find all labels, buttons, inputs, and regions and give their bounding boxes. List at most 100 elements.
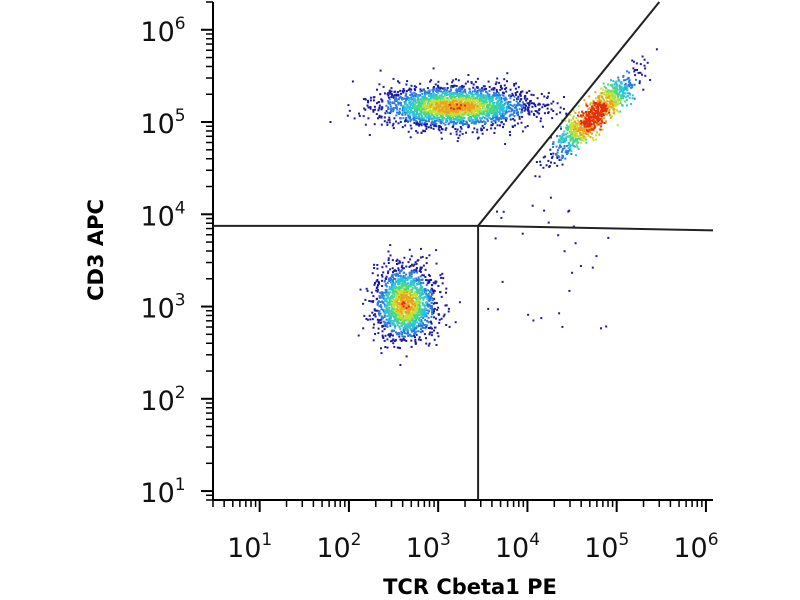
event-dot	[443, 92, 446, 95]
event-dot	[457, 79, 460, 82]
event-dot	[616, 100, 619, 103]
event-dot	[401, 303, 404, 305]
event-dot	[612, 103, 615, 106]
event-dot	[482, 100, 485, 103]
event-dot	[448, 91, 451, 94]
event-dot	[396, 108, 399, 111]
event-dot	[378, 296, 381, 299]
event-dot	[388, 335, 391, 338]
event-dot	[524, 108, 527, 111]
event-dot	[450, 118, 453, 121]
event-dot	[400, 332, 403, 335]
event-dot	[433, 95, 436, 97]
event-dot	[441, 100, 444, 103]
event-dot	[539, 164, 542, 167]
event-dot	[601, 118, 604, 121]
event-dot	[398, 296, 401, 298]
event-dot	[435, 89, 438, 92]
event-dot	[528, 101, 531, 104]
event-dot	[603, 93, 606, 96]
event-dot	[435, 119, 438, 122]
event-dot	[420, 102, 422, 105]
event-dot	[400, 292, 403, 295]
event-dot	[413, 269, 416, 272]
event-dot	[572, 131, 575, 134]
event-dot	[379, 291, 382, 294]
event-dot	[624, 96, 627, 99]
event-dot	[380, 318, 383, 321]
event-dot	[421, 111, 424, 113]
event-dot	[390, 288, 393, 291]
event-dot	[514, 124, 516, 127]
event-dot	[373, 267, 376, 269]
event-dot	[415, 86, 418, 89]
event-dot	[432, 92, 435, 95]
event-dot	[582, 137, 585, 139]
event-dot	[540, 93, 543, 95]
event-dot	[405, 284, 408, 287]
event-dot	[400, 330, 403, 333]
event-dot	[401, 319, 404, 322]
event-dot	[562, 132, 565, 135]
event-dot	[457, 137, 460, 139]
event-dot	[397, 318, 400, 321]
event-dot	[551, 155, 554, 158]
event-dot	[416, 297, 419, 299]
event-dot	[523, 109, 526, 112]
event-dot	[416, 259, 419, 262]
event-dot	[491, 124, 494, 127]
event-dot	[372, 295, 375, 298]
event-dot	[466, 106, 469, 109]
event-dot	[589, 131, 592, 134]
event-dot	[440, 114, 443, 117]
event-dot	[431, 288, 434, 291]
event-dot	[602, 97, 605, 100]
event-dot	[446, 93, 449, 96]
event-dot	[560, 141, 562, 144]
event-dot	[621, 94, 624, 97]
event-dot	[402, 329, 405, 331]
event-dot	[395, 291, 398, 294]
event-dot	[381, 266, 384, 269]
event-dot	[401, 338, 404, 341]
event-dot	[582, 114, 585, 117]
event-dot	[575, 125, 578, 128]
event-dot	[412, 308, 415, 311]
event-dot	[563, 96, 565, 98]
event-dot	[404, 113, 407, 116]
event-dot	[440, 317, 443, 320]
event-dot	[603, 92, 605, 94]
event-dot	[384, 310, 387, 312]
event-dot	[389, 301, 392, 303]
event-dot	[518, 115, 521, 118]
event-dot	[393, 315, 395, 318]
event-dot	[431, 331, 434, 334]
event-dot	[610, 92, 613, 95]
event-dot	[495, 92, 498, 95]
event-dot	[384, 283, 387, 286]
event-dot	[599, 118, 602, 121]
event-dot	[402, 301, 405, 304]
event-dot	[601, 105, 604, 108]
event-dot	[427, 110, 430, 113]
event-dot	[372, 314, 375, 317]
event-dot	[528, 103, 531, 106]
event-dot	[618, 98, 620, 101]
event-dot	[601, 108, 604, 110]
event-dot	[410, 127, 413, 130]
event-dot	[464, 82, 467, 85]
event-dot	[569, 130, 572, 133]
event-dot	[611, 107, 614, 110]
event-dot	[481, 95, 484, 98]
event-dot	[393, 304, 396, 307]
event-dot	[414, 340, 417, 343]
event-dot	[595, 134, 597, 137]
event-dot	[411, 113, 414, 116]
event-dot	[504, 109, 507, 112]
event-dot	[386, 346, 389, 349]
event-dot	[400, 312, 403, 315]
event-dot	[619, 81, 622, 84]
event-dot	[538, 112, 541, 115]
event-dot	[435, 122, 438, 125]
event-dot	[403, 256, 406, 259]
